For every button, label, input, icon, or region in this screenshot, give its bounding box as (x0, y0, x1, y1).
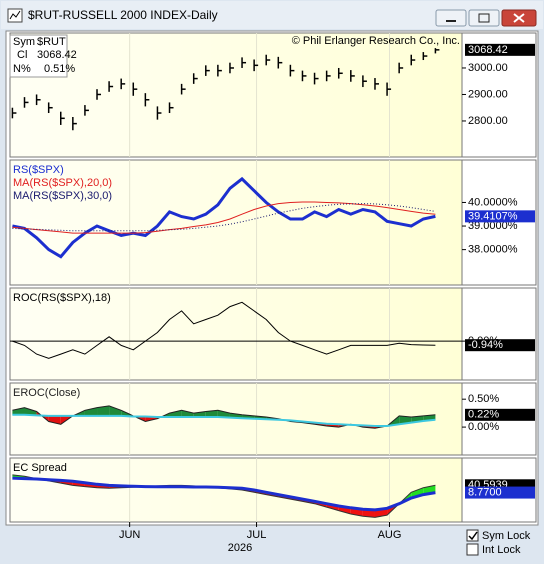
band-fill (411, 487, 424, 498)
plot-background (9, 287, 463, 381)
copyright: © Phil Erlanger Research Co., Inc. (292, 35, 460, 47)
band-fill (84, 407, 98, 416)
series-line (12, 203, 436, 232)
x-axis-year: 2026 (228, 542, 252, 554)
axis-background (461, 287, 537, 381)
checkbox-label: Sym Lock (482, 530, 531, 542)
legend-entry: EROC(Close) (13, 387, 80, 399)
axis-background (461, 159, 537, 286)
band-fill (181, 410, 194, 418)
y-tick-label: 2800.00 (468, 115, 508, 127)
y-tick-label: 40.0000% (468, 196, 518, 208)
series-line (12, 201, 436, 234)
app-icon-glyph (9, 10, 21, 20)
restore-glyph (478, 13, 490, 23)
series-line (12, 301, 436, 359)
y-tick-label: 0.50% (468, 393, 499, 405)
panel-title: EC Spread (13, 462, 67, 474)
plot-background (9, 32, 463, 158)
last-value-box (465, 210, 535, 223)
window-title: $RUT-RUSSELL 2000 INDEX-Daily (28, 8, 218, 22)
last-value-label: -0.94% (468, 339, 503, 351)
info-label: Sym (13, 36, 35, 48)
series-line (12, 413, 436, 427)
last-value-label: 39.4107% (468, 210, 518, 222)
y-tick-label: 3000.00 (468, 62, 508, 74)
last-value-box (465, 408, 535, 421)
legend-entry: MA(RS($SPX),20,0) (13, 177, 112, 189)
checkbox[interactable] (466, 543, 479, 556)
last-value-box (465, 43, 535, 56)
y-tick-label: 38.0000% (468, 244, 518, 256)
plots: 3000.00 2900.00 2800.00 3068.42 40.0000% 39.0… (9, 32, 537, 541)
checkbox[interactable] (466, 529, 479, 542)
minimize-button[interactable] (435, 9, 467, 27)
legend-entry: RS($SPX) (13, 164, 64, 176)
info-box (9, 34, 68, 78)
info-label: Cl (17, 49, 27, 61)
info-value: $RUT (37, 36, 66, 48)
y-tick-label: 39.0000% (468, 220, 518, 232)
checkbox-check (468, 531, 478, 541)
band-fill (109, 405, 122, 416)
legend-entry: MA(RS($SPX),30,0) (13, 190, 112, 202)
band-fill (362, 509, 375, 518)
band-fill (48, 415, 61, 425)
series-line (12, 176, 436, 259)
x-tick-label: JUN (119, 529, 140, 541)
band-fill (205, 410, 218, 418)
info-value: 3068.42 (37, 49, 77, 61)
last-value-label: 0.22% (468, 409, 499, 421)
band-fill (169, 410, 182, 418)
checkbox-label: Int Lock (482, 544, 521, 556)
last-value-label: 3068.42 (468, 44, 508, 56)
y-tick-label: 0.00% (468, 421, 499, 433)
series-line (12, 405, 436, 429)
band-fill (97, 405, 110, 416)
close-glyph (513, 13, 525, 23)
band-fill (217, 410, 230, 418)
last-value-box (465, 339, 535, 352)
band-fill (24, 407, 37, 416)
x-tick-label: AUG (378, 529, 402, 541)
plot-background (9, 457, 463, 523)
band-fill (12, 407, 25, 415)
restore-button[interactable] (468, 9, 500, 27)
last-value-label: 8.7700 (468, 486, 502, 498)
info-label: N% (13, 63, 31, 75)
series-line (12, 476, 436, 512)
y-tick-label: 2900.00 (468, 88, 508, 100)
plot-background (9, 382, 463, 456)
info-value: 0.51% (44, 63, 75, 75)
legend-entry: ROC(RS($SPX),18) (13, 292, 111, 304)
x-tick-label: JUL (247, 529, 267, 541)
last-value-box (465, 486, 535, 499)
